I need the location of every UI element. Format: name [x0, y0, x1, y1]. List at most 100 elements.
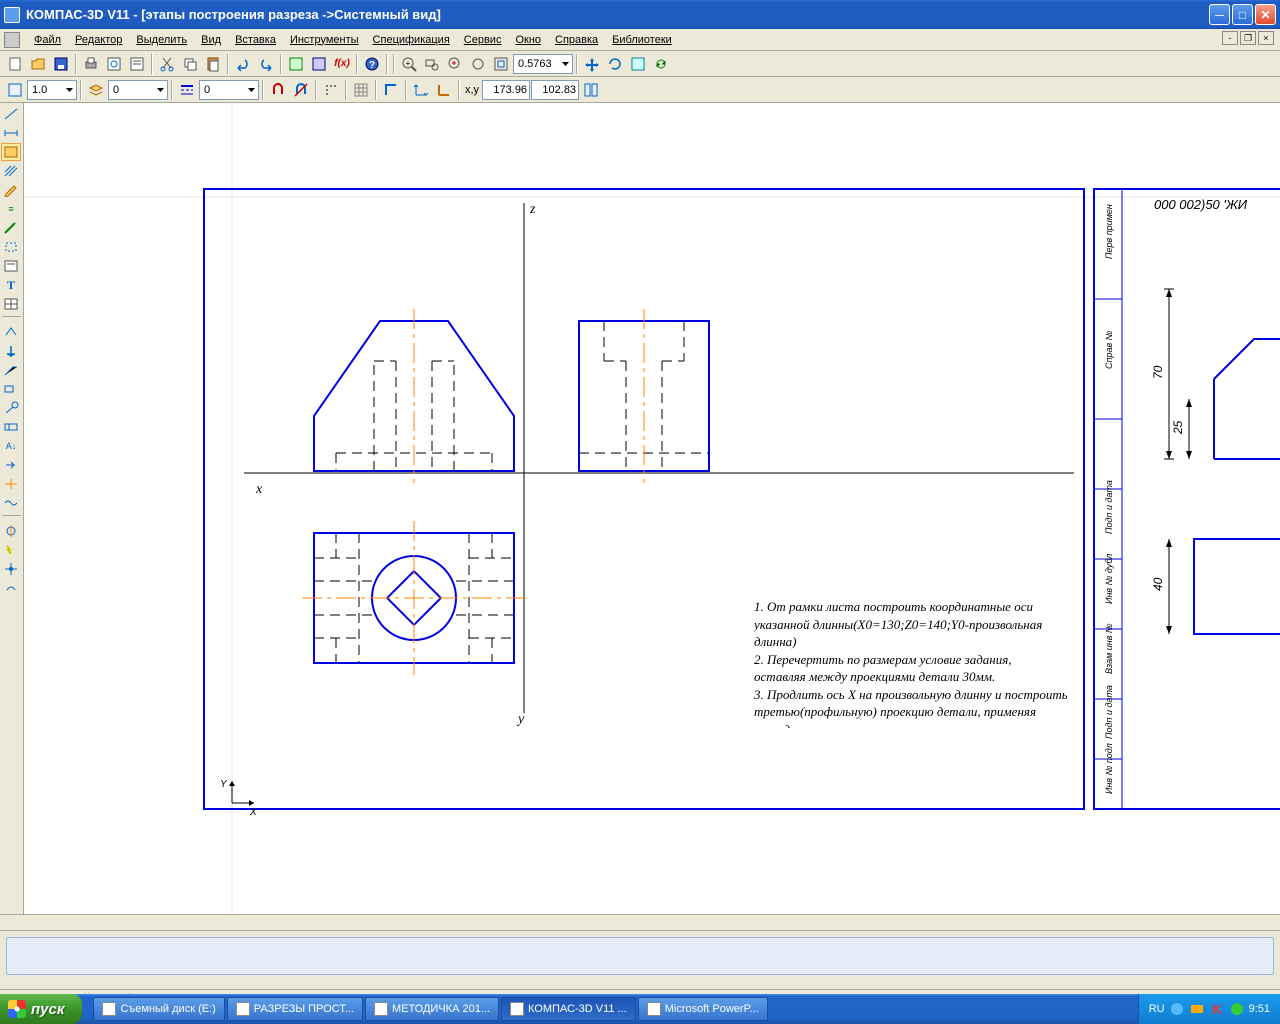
layer-button[interactable]: [85, 79, 107, 101]
redo-button[interactable]: [255, 53, 277, 75]
brand-tool[interactable]: [1, 380, 21, 398]
menu-libs[interactable]: Библиотеки: [606, 32, 678, 48]
snap-on-button[interactable]: [267, 79, 289, 101]
menu-window[interactable]: Окно: [509, 32, 547, 48]
scale-combo[interactable]: [27, 80, 77, 100]
coord-lock-button[interactable]: [580, 79, 602, 101]
taskbar-item[interactable]: РАЗРЕЗЫ ПРОСТ...: [227, 997, 363, 1021]
more-tool[interactable]: [1, 579, 21, 597]
open-button[interactable]: [27, 53, 49, 75]
window-titlebar: КОМПАС-3D V11 - [этапы построения разрез…: [0, 0, 1280, 29]
grid-snap-button[interactable]: [320, 79, 342, 101]
copy-button[interactable]: [179, 53, 201, 75]
close-button[interactable]: ✕: [1255, 4, 1276, 25]
note-line: 3. Продлить ось X на произвольную длинну…: [754, 686, 1084, 704]
taskbar-item[interactable]: МЕТОДИЧКА 201...: [365, 997, 499, 1021]
text-tool[interactable]: T: [1, 276, 21, 294]
fx-button[interactable]: f(x): [331, 53, 353, 75]
redraw-button[interactable]: [627, 53, 649, 75]
zoom-in-button[interactable]: +: [398, 53, 420, 75]
mdi-restore[interactable]: ❐: [1240, 31, 1256, 45]
zoom-prev-button[interactable]: [467, 53, 489, 75]
origin-tool[interactable]: [1, 560, 21, 578]
table-tool[interactable]: [1, 295, 21, 313]
cut-button[interactable]: [156, 53, 178, 75]
menu-insert[interactable]: Вставка: [229, 32, 282, 48]
taskbar-item[interactable]: Microsoft PowerP...: [638, 997, 768, 1021]
properties-button[interactable]: [126, 53, 148, 75]
dim-tool[interactable]: [1, 124, 21, 142]
menu-service[interactable]: Сервис: [458, 32, 508, 48]
drawing-canvas[interactable]: x z y X Y: [24, 103, 1280, 914]
menu-tools[interactable]: Инструменты: [284, 32, 365, 48]
variables-button[interactable]: [308, 53, 330, 75]
pos-tool[interactable]: [1, 399, 21, 417]
wave-tool[interactable]: [1, 494, 21, 512]
global-cs-button[interactable]: [433, 79, 455, 101]
refresh-button[interactable]: [650, 53, 672, 75]
tray-icon-2[interactable]: [1189, 1001, 1205, 1017]
coord-x-input[interactable]: [482, 80, 530, 100]
menu-file[interactable]: Файл: [28, 32, 67, 48]
undo-button[interactable]: [232, 53, 254, 75]
start-button[interactable]: пуск: [0, 994, 82, 1024]
taskbar-item[interactable]: Съемный диск (E:): [93, 997, 224, 1021]
rotate-button[interactable]: [604, 53, 626, 75]
manager-button[interactable]: [285, 53, 307, 75]
pan-button[interactable]: [581, 53, 603, 75]
select-tool[interactable]: [1, 238, 21, 256]
preview-button[interactable]: [103, 53, 125, 75]
menu-help[interactable]: Справка: [549, 32, 604, 48]
autoaxis-tool[interactable]: [1, 522, 21, 540]
mdi-close[interactable]: ×: [1258, 31, 1274, 45]
lang-indicator[interactable]: RU: [1149, 1003, 1165, 1015]
clock[interactable]: 9:51: [1249, 1003, 1270, 1015]
minimize-button[interactable]: ─: [1209, 4, 1230, 25]
help-button[interactable]: ?: [361, 53, 383, 75]
measure-tool[interactable]: [1, 219, 21, 237]
new-button[interactable]: [4, 53, 26, 75]
hatch-tool[interactable]: [1, 162, 21, 180]
leader-tool[interactable]: [1, 361, 21, 379]
zoom-value-combo[interactable]: [513, 54, 573, 74]
break-tool[interactable]: [1, 541, 21, 559]
coord-y-input[interactable]: [531, 80, 579, 100]
local-cs-button[interactable]: [410, 79, 432, 101]
menu-select[interactable]: Выделить: [130, 32, 193, 48]
linestyle-combo[interactable]: [199, 80, 259, 100]
param-tool[interactable]: ≡: [1, 200, 21, 218]
menu-spec[interactable]: Спецификация: [367, 32, 456, 48]
menu-edit[interactable]: Редактор: [69, 32, 128, 48]
arrow-tool[interactable]: [1, 456, 21, 474]
geometry-tool[interactable]: [1, 105, 21, 123]
tray-icon-1[interactable]: [1169, 1001, 1185, 1017]
base-tool[interactable]: [1, 342, 21, 360]
tray-icon-k[interactable]: K: [1209, 1001, 1225, 1017]
edit-tool[interactable]: [1, 181, 21, 199]
system-tray[interactable]: RU K 9:51: [1138, 994, 1280, 1024]
linestyle-button[interactable]: [176, 79, 198, 101]
zoom-window-button[interactable]: [421, 53, 443, 75]
spec-tool[interactable]: [1, 257, 21, 275]
print-button[interactable]: [80, 53, 102, 75]
tray-icon-3[interactable]: [1229, 1001, 1245, 1017]
paste-button[interactable]: [202, 53, 224, 75]
maximize-button[interactable]: □: [1232, 4, 1253, 25]
grid-button[interactable]: [350, 79, 372, 101]
section-line-tool[interactable]: A↓: [1, 437, 21, 455]
menu-view[interactable]: Вид: [195, 32, 227, 48]
zoom-dynamic-button[interactable]: [444, 53, 466, 75]
rough-tool[interactable]: [1, 323, 21, 341]
svg-text:Инв № подл: Инв № подл: [1104, 743, 1114, 794]
zoom-fit-button[interactable]: [490, 53, 512, 75]
mdi-minimize[interactable]: -: [1222, 31, 1238, 45]
ortho-button[interactable]: [380, 79, 402, 101]
scale-button[interactable]: [4, 79, 26, 101]
layer-combo[interactable]: [108, 80, 168, 100]
snap-off-button[interactable]: [290, 79, 312, 101]
taskbar-item[interactable]: КОМПАС-3D V11 ...: [501, 997, 636, 1021]
annotate-tool[interactable]: [1, 143, 21, 161]
tolerance-tool[interactable]: [1, 418, 21, 436]
center-tool[interactable]: [1, 475, 21, 493]
save-button[interactable]: [50, 53, 72, 75]
